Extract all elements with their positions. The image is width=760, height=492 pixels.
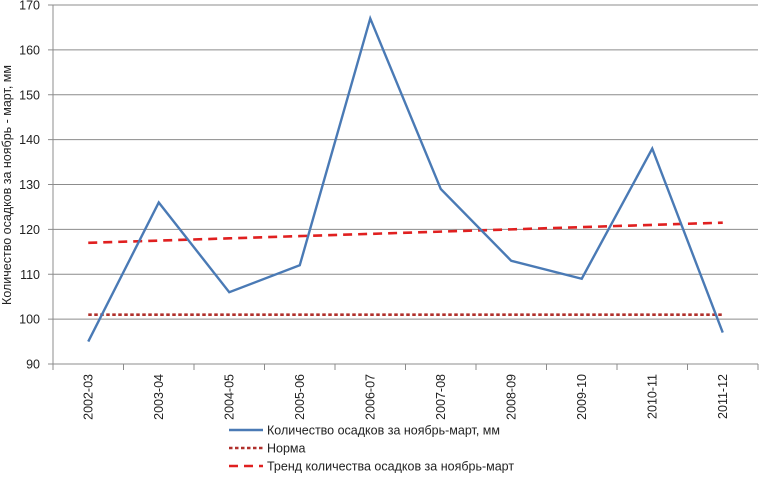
legend-label: Норма [267, 442, 306, 456]
series-line [88, 221, 723, 245]
y-tick-label: 170 [19, 0, 40, 13]
x-tick-label: 2004-05 [222, 374, 236, 420]
plot-lines [87, 14, 724, 343]
x-tick-label: 2007-08 [434, 374, 448, 420]
x-tick-label: 2010-11 [645, 374, 659, 419]
legend-label: Тренд количества осадков за ноябрь-март [267, 460, 514, 474]
x-tick-label: 2011-12 [716, 374, 730, 419]
x-tick-label: 2003-04 [152, 374, 166, 420]
x-axis [48, 4, 759, 370]
y-tick-label: 110 [20, 268, 40, 282]
y-tick-label: 140 [19, 133, 40, 147]
gridlines [53, 4, 758, 365]
x-tick-label: 2005-06 [293, 374, 307, 420]
y-axis-label: Количество осадков за ноябрь - март, мм [0, 65, 14, 305]
y-tick-label: 90 [26, 358, 40, 372]
y-tick-label: 150 [19, 88, 40, 102]
y-tick-label: 130 [19, 178, 40, 192]
x-tick-labels: 2002-03 2003-04 2004-05 2005-06 2006-07 2007-… [81, 374, 730, 420]
x-tick-label: 2002-03 [81, 374, 95, 420]
x-tick-label: 2009-10 [575, 374, 589, 420]
legend-label: Количество осадков за ноябрь-март, мм [267, 424, 500, 438]
legend: Количество осадков за ноябрь-март, мм Нор… [229, 424, 514, 474]
y-tick-labels: 90 100 110 120 130 140 150 160 170 [19, 0, 40, 372]
y-tick-label: 160 [19, 43, 40, 57]
x-tick-label: 2008-09 [504, 374, 518, 420]
y-tick-label: 120 [19, 223, 40, 237]
series-line [87, 14, 724, 343]
x-tick-label: 2006-07 [363, 374, 377, 420]
y-tick-label: 100 [19, 313, 40, 327]
